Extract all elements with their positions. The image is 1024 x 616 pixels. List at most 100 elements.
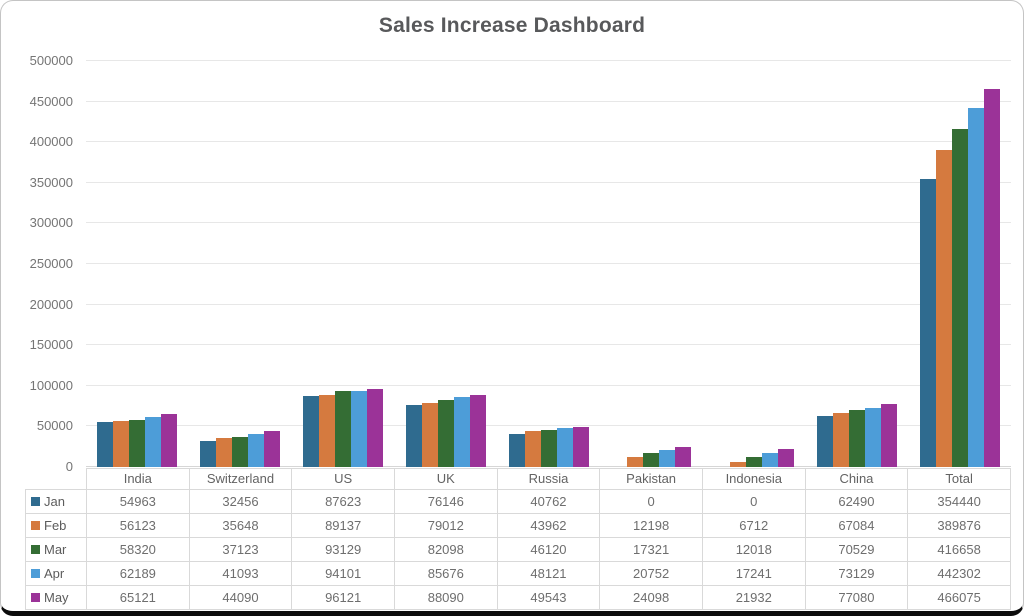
- table-cell-apr-us: 94101: [291, 561, 395, 586]
- bar-group-russia: [497, 61, 600, 467]
- table-header-cell-us: US: [291, 468, 395, 490]
- bar-jan-total: [919, 179, 936, 467]
- legend-color-swatch: [31, 521, 40, 530]
- y-tick-label: 500000: [29, 53, 73, 68]
- table-cell-apr-india: 62189: [86, 561, 190, 586]
- table-cell-feb-uk: 79012: [393, 513, 498, 538]
- gridline: [86, 263, 1011, 264]
- y-tick-label: 100000: [29, 377, 73, 393]
- bar-mar-us: [334, 391, 351, 467]
- legend-color-swatch: [31, 593, 40, 602]
- legend-cell-may: May: [25, 585, 87, 610]
- bar-jan-india: [97, 422, 114, 467]
- bar-may-switzerland: [264, 431, 281, 467]
- gridline: [86, 303, 1011, 305]
- table-cell-apr-uk: 85676: [393, 561, 498, 586]
- gridline: [86, 344, 1011, 346]
- y-tick-label: 300000: [29, 215, 73, 231]
- legend-series-label: May: [44, 590, 69, 605]
- table-cell-jan-us: 87623: [291, 489, 395, 514]
- table-cell-mar-pakistan: 17321: [599, 537, 703, 562]
- bar-jan-uk: [405, 405, 422, 467]
- legend-color-swatch: [31, 545, 40, 554]
- table-row-mar: Mar 58320 37123 93129 82098 46120 17321 12018 70…: [25, 537, 1011, 562]
- bar-feb-pakistan: [627, 457, 644, 467]
- table-cell-apr-pakistan: 20752: [599, 561, 703, 586]
- table-cell-may-pakistan: 24098: [599, 585, 703, 610]
- table-cell-mar-us: 93129: [291, 537, 395, 562]
- bar-group-india: [86, 61, 189, 467]
- table-header-row: India Switzerland US UK Russia Pakistan Indone…: [26, 468, 1011, 490]
- table-cell-feb-india: 56123: [86, 513, 190, 538]
- bar-feb-china: [832, 412, 849, 467]
- table-cell-feb-us: 89137: [291, 513, 395, 538]
- table-row-feb: Feb 56123 35648 89137 79012 43962 12198 6712 670…: [25, 513, 1011, 538]
- bar-group-pakistan: [600, 61, 703, 467]
- legend-series-label: Mar: [44, 542, 67, 557]
- table-cell-feb-total: 389876: [907, 513, 1011, 538]
- table-header-cell-switzerland: Switzerland: [188, 468, 293, 490]
- gridline: [86, 60, 1011, 61]
- table-row-jan: Jan 54963 32456 87623 76146 40762 0 0 62490 35444…: [25, 489, 1011, 514]
- table-cell-jan-indonesia: 0: [701, 489, 806, 514]
- plot-area: [86, 60, 1011, 467]
- y-tick-label: 150000: [29, 337, 73, 353]
- legend-color-swatch: [31, 497, 40, 506]
- bar-may-india: [161, 414, 178, 467]
- bar-group-indonesia: [703, 61, 806, 467]
- table-cell-mar-uk: 82098: [393, 537, 498, 562]
- bar-group-china: [805, 61, 908, 467]
- legend-cell-apr: Apr: [25, 561, 87, 586]
- y-axis: 0 50000 100000 150000 200000 250000 300000 3500…: [15, 54, 73, 474]
- bar-mar-india: [129, 419, 146, 467]
- bar-feb-russia: [524, 431, 541, 467]
- table-cell-feb-russia: 43962: [496, 513, 601, 538]
- bar-apr-pakistan: [659, 450, 676, 467]
- legend-series-label: Apr: [44, 566, 65, 581]
- table-cell-mar-russia: 46120: [496, 537, 601, 562]
- bar-groups: [86, 61, 1011, 467]
- bar-feb-us: [318, 394, 335, 467]
- table-cell-may-switzerland: 44090: [188, 585, 293, 610]
- table-cell-apr-indonesia: 17241: [701, 561, 806, 586]
- table-cell-jan-total: 354440: [907, 489, 1011, 514]
- table-cell-feb-switzerland: 35648: [188, 513, 293, 538]
- table-cell-mar-india: 58320: [86, 537, 190, 562]
- table-cell-may-india: 65121: [86, 585, 190, 610]
- table-cell-may-total: 466075: [907, 585, 1011, 610]
- legend-series-label: Feb: [44, 518, 67, 533]
- table-cell-apr-switzerland: 41093: [188, 561, 293, 586]
- table-cell-may-uk: 88090: [393, 585, 498, 610]
- bar-feb-india: [113, 421, 130, 467]
- table-cell-mar-switzerland: 37123: [188, 537, 293, 562]
- bar-apr-switzerland: [248, 433, 265, 467]
- bar-mar-uk: [437, 400, 454, 467]
- table-row-apr: Apr 62189 41093 94101 85676 48121 20752 17241 73…: [25, 561, 1011, 586]
- bar-may-russia: [572, 426, 589, 467]
- table-cell-jan-russia: 40762: [496, 489, 601, 514]
- bar-apr-total: [967, 107, 984, 467]
- bar-may-pakistan: [675, 447, 692, 467]
- table-cell-jan-pakistan: 0: [599, 489, 703, 514]
- gridline: [86, 222, 1011, 224]
- y-tick-label: 350000: [29, 174, 73, 190]
- legend-series-label: Jan: [44, 494, 65, 509]
- legend-cell-jan: Jan: [25, 489, 87, 514]
- table-header-cell-indonesia: Indonesia: [701, 468, 806, 490]
- y-tick-label: 400000: [29, 134, 73, 150]
- table-row-may: May 65121 44090 96121 88090 49543 24098 21932 77…: [25, 585, 1011, 610]
- table-cell-jan-china: 62490: [804, 489, 909, 514]
- legend-cell-mar: Mar: [25, 537, 87, 562]
- bar-mar-switzerland: [232, 436, 249, 467]
- gridline: [86, 141, 1011, 143]
- bar-feb-indonesia: [730, 461, 747, 467]
- table-cell-apr-total: 442302: [907, 561, 1011, 586]
- table-cell-mar-total: 416658: [907, 537, 1011, 562]
- legend-color-swatch: [31, 569, 40, 578]
- bar-mar-total: [951, 128, 968, 467]
- gridline: [86, 100, 1011, 102]
- bar-may-indonesia: [778, 449, 795, 467]
- gridline: [86, 425, 1011, 427]
- table-cell-jan-india: 54963: [86, 489, 190, 514]
- table-cell-may-russia: 49543: [496, 585, 601, 610]
